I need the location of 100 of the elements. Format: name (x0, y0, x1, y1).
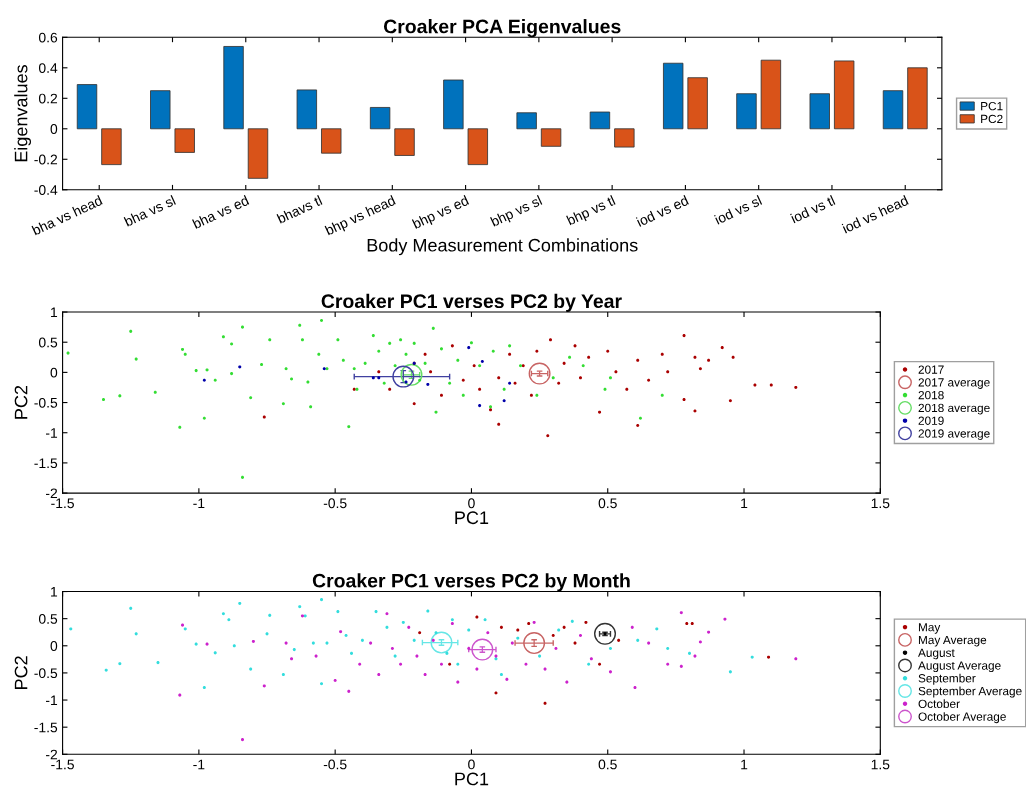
legend-label: 2018 average (918, 403, 990, 415)
bar (443, 79, 464, 130)
bar (467, 128, 488, 166)
bar (394, 128, 415, 156)
point (750, 655, 754, 659)
point (456, 680, 460, 684)
point (377, 370, 381, 374)
point (298, 605, 302, 609)
y-tick-label: -0.2 (34, 154, 58, 165)
point (202, 378, 206, 382)
point (319, 598, 324, 602)
point (499, 672, 503, 677)
x-tick-label: bha vs sl (123, 195, 176, 227)
point (486, 631, 490, 635)
bar (882, 90, 904, 130)
y-tick-label: -1 (45, 428, 58, 438)
x-tick-label: bha vs ed (192, 195, 250, 229)
bar (516, 112, 537, 130)
x-tick-label: -1 (193, 498, 205, 508)
point (497, 422, 501, 426)
bar (907, 67, 928, 130)
x-axis-title: PC1 (455, 511, 489, 525)
x-tick-label: 1 (741, 759, 748, 770)
point (156, 661, 160, 665)
x-tick-label: 0 (468, 498, 475, 509)
x-tick-label: bhavs tl (276, 195, 323, 224)
legend-label: 2018 (918, 390, 944, 400)
y-tick-label: -2 (45, 749, 58, 760)
point (467, 346, 471, 350)
y-tick-label: 0.2 (38, 93, 58, 104)
y-tick-label: -2 (45, 488, 58, 499)
point (707, 358, 711, 362)
point (679, 611, 683, 615)
point (508, 352, 512, 356)
y-tick-label: -1.5 (34, 458, 58, 469)
point (698, 640, 702, 644)
bar (247, 128, 269, 179)
point (478, 387, 482, 391)
point (557, 381, 561, 385)
point (565, 680, 569, 684)
point (450, 618, 454, 622)
point (608, 646, 613, 651)
chart-title: Croaker PC1 verses PC2 by Year (321, 293, 622, 312)
bar (614, 128, 635, 148)
point (687, 651, 692, 655)
point (358, 662, 362, 666)
y-tick-label: 0.5 (38, 613, 58, 624)
point (314, 654, 318, 658)
bar (663, 62, 684, 130)
y-tick-label: 0.6 (38, 32, 58, 43)
y-tick-label: 0.4 (38, 63, 58, 73)
y-axis-title: PC2 (14, 656, 28, 689)
point (546, 434, 550, 438)
point (679, 664, 683, 668)
point (456, 662, 460, 666)
legend-label: 2017 average (918, 378, 990, 389)
bar (174, 128, 195, 153)
bar (687, 77, 708, 130)
point (666, 662, 670, 666)
point (587, 355, 591, 359)
point (630, 625, 634, 629)
legend-label: September Average (918, 686, 1022, 698)
point (516, 636, 520, 640)
point (388, 387, 392, 391)
point (633, 686, 637, 690)
legend-label: 2019 average (918, 429, 990, 440)
y-tick-label: -1.5 (34, 722, 58, 733)
bar (150, 90, 171, 130)
y-tick-label: 1 (51, 307, 58, 318)
x-tick-label: 1.5 (871, 498, 890, 509)
y-axis-title: PC2 (14, 385, 28, 419)
y-tick-label: 1 (51, 587, 58, 597)
y-tick-label: -0.5 (34, 397, 58, 408)
chart-title: Croaker PCA Eigenvalues (383, 19, 621, 38)
legend-label: PC1 (981, 101, 1003, 111)
x-tick-label: iod vs sl (714, 195, 763, 225)
x-tick-label: -0.5 (323, 759, 347, 770)
legend-label: August Average (918, 661, 1001, 673)
point (527, 621, 531, 626)
point (360, 638, 364, 642)
bar (809, 93, 830, 130)
y-tick-label: 0 (50, 367, 58, 378)
point (339, 630, 343, 634)
bar (540, 128, 562, 147)
legend-label: May Average (918, 635, 987, 647)
point (251, 639, 255, 643)
x-tick-label: 0.5 (598, 759, 617, 770)
point (202, 686, 206, 690)
x-tick-label: 1 (741, 498, 748, 508)
point (480, 359, 484, 364)
bar (101, 128, 122, 166)
bar (589, 111, 611, 130)
bar (736, 93, 757, 130)
point (377, 376, 381, 380)
point (617, 638, 621, 642)
x-tick-label: 0.5 (598, 498, 617, 509)
x-tick-label: -0.5 (323, 498, 347, 509)
point (499, 625, 503, 629)
point (636, 638, 640, 642)
point (213, 651, 217, 655)
